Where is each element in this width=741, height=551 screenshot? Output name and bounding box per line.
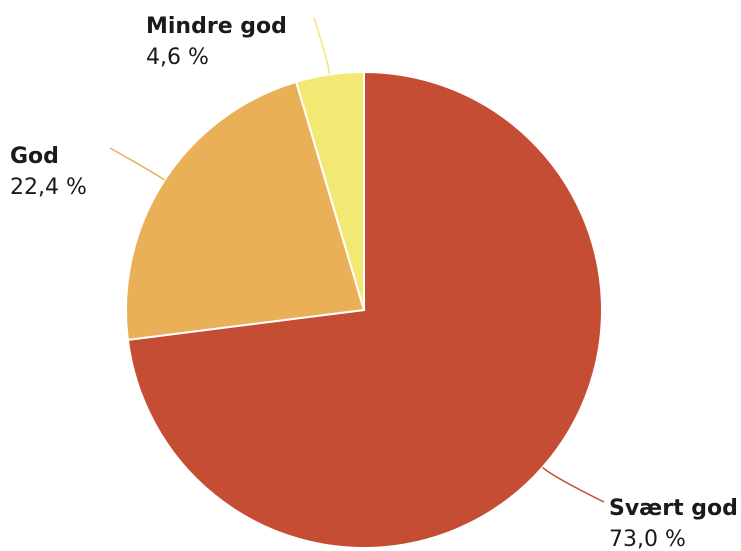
pie-slice-god <box>125 80 366 341</box>
label-value-svaert-god: 73,0 % <box>609 527 686 551</box>
label-name-mindre-god: Mindre god <box>146 14 287 39</box>
label-name-god: God <box>10 144 59 169</box>
leader-line-god <box>109 147 166 181</box>
leader-line-svaert-god <box>542 466 605 503</box>
label-name-svaert-god: Svært god <box>609 496 738 521</box>
label-value-god: 22,4 % <box>10 175 87 200</box>
pie-slices <box>125 70 603 549</box>
leader-lines <box>109 17 605 503</box>
label-value-mindre-god: 4,6 % <box>146 45 209 70</box>
leader-line-mindre-god <box>313 17 331 75</box>
